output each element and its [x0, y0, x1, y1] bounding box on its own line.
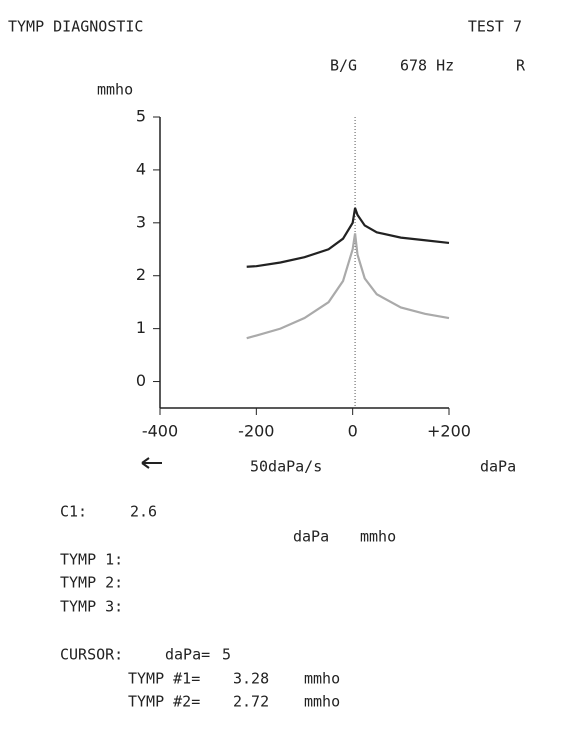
tymp-row: TYMP 2:	[60, 574, 123, 592]
y-tick-label: 2	[136, 265, 146, 284]
series-line	[246, 233, 450, 340]
reading-label: TYMP #2=	[128, 693, 200, 711]
x-tick-label: -400	[142, 422, 178, 441]
tymp-row: TYMP 3:	[60, 598, 123, 616]
column-header: mmho	[360, 528, 396, 546]
direction-arrow	[141, 457, 162, 469]
probe: B/G	[330, 57, 357, 75]
x-tick-label: +200	[427, 422, 471, 441]
y-tick-label: 0	[136, 371, 146, 390]
reading-unit: mmho	[304, 670, 340, 688]
x-tick-label: -200	[238, 422, 274, 441]
y-tick-label: 5	[136, 107, 146, 126]
frequency: 678 Hz	[400, 57, 454, 75]
series-line	[246, 207, 450, 268]
column-header: daPa	[293, 528, 329, 546]
cursor-dapa: 5	[222, 646, 231, 664]
c1-label: C1:	[60, 503, 87, 521]
x-label: daPa	[480, 458, 516, 476]
reading-label: TYMP #1=	[128, 670, 200, 688]
test: TEST 7	[468, 18, 522, 36]
cursor-label: CURSOR:	[60, 646, 123, 664]
reading-value: 2.72	[233, 693, 269, 711]
title: TYMP DIAGNOSTIC	[8, 18, 143, 36]
tymp-row: TYMP 1:	[60, 551, 123, 569]
x-tick-label: 0	[348, 422, 358, 441]
y-label: mmho	[97, 81, 133, 99]
cursor-dapa-label: daPa=	[165, 646, 210, 664]
y-tick-label: 1	[136, 318, 146, 337]
y-tick-label: 4	[136, 159, 146, 178]
y-tick-label: 3	[136, 212, 146, 231]
reading-value: 3.28	[233, 670, 269, 688]
c1-value: 2.6	[130, 503, 157, 521]
ear: R	[516, 57, 526, 75]
reading-unit: mmho	[304, 693, 340, 711]
rate: 50daPa/s	[250, 458, 322, 476]
